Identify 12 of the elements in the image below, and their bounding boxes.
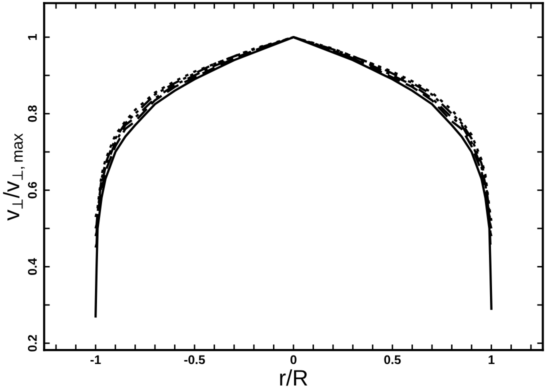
- y-tick-label: 0.2: [28, 335, 37, 352]
- y-tick-label: 0.4: [28, 258, 37, 275]
- x-tick-label: -0.5: [184, 355, 205, 364]
- y-tick-label: 0.6: [28, 182, 37, 198]
- x-axis-title: r/R: [280, 369, 308, 386]
- x-tick-label: 0: [290, 355, 296, 364]
- x-tick-label: -1: [90, 355, 101, 364]
- y-axis-title: v$_{⊥}$/v$_{⊥,max}$: [3, 133, 25, 221]
- x-tick-label: 0.5: [384, 355, 401, 364]
- x-tick-label: 1: [488, 355, 494, 364]
- y-tick-label: 0.8: [28, 105, 37, 122]
- y-tick-label: 1: [28, 34, 37, 40]
